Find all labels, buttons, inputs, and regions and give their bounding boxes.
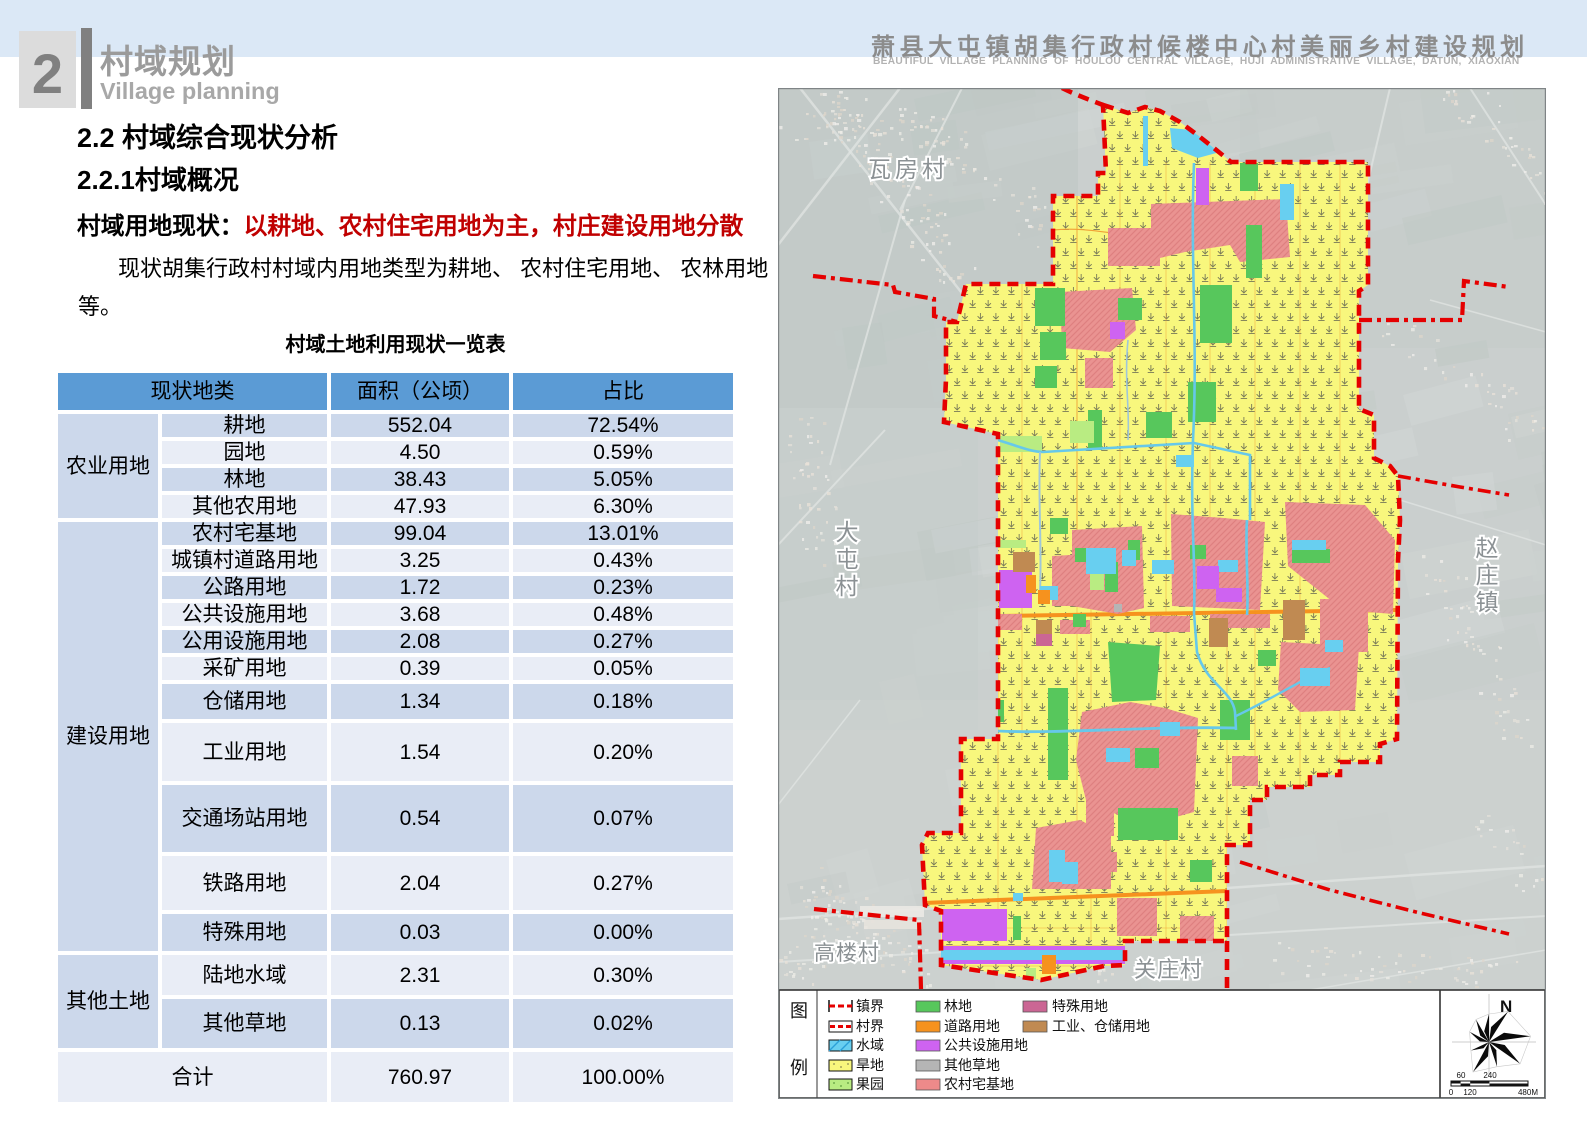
svg-text:特殊用地: 特殊用地 (1052, 999, 1108, 1015)
svg-text:高楼村: 高楼村 (814, 941, 880, 965)
svg-text:道路用地: 道路用地 (944, 1019, 1000, 1035)
svg-text:其他草地: 其他草地 (944, 1058, 1000, 1074)
svg-text:庄: 庄 (1476, 563, 1499, 588)
svg-text:0: 0 (1449, 1088, 1454, 1097)
svg-text:赵: 赵 (1476, 536, 1499, 561)
svg-text:果园: 果园 (856, 1078, 884, 1093)
svg-text:120: 120 (1463, 1088, 1477, 1097)
svg-text:工业、仓储用地: 工业、仓储用地 (1052, 1019, 1150, 1035)
svg-text:240: 240 (1483, 1071, 1497, 1080)
svg-text:林地: 林地 (944, 999, 972, 1015)
svg-text:60: 60 (1457, 1071, 1466, 1080)
svg-text:480M: 480M (1518, 1088, 1538, 1097)
svg-text:图: 图 (790, 1001, 808, 1021)
svg-text:例: 例 (790, 1058, 808, 1078)
svg-text:公共设施用地: 公共设施用地 (944, 1038, 1028, 1054)
svg-text:大: 大 (836, 520, 859, 545)
svg-text:瓦房村: 瓦房村 (868, 157, 949, 182)
svg-text:镇界: 镇界 (856, 999, 884, 1015)
svg-text:镇: 镇 (1476, 590, 1499, 615)
svg-text:旱地: 旱地 (856, 1058, 884, 1074)
svg-text:村: 村 (836, 574, 859, 599)
svg-text:关庄村: 关庄村 (1134, 957, 1203, 982)
svg-text:N: N (1500, 997, 1512, 1016)
svg-text:农村宅基地: 农村宅基地 (944, 1076, 1014, 1093)
svg-text:村界: 村界 (856, 1019, 884, 1035)
svg-text:水域: 水域 (856, 1038, 884, 1054)
svg-text:屯: 屯 (836, 547, 859, 572)
